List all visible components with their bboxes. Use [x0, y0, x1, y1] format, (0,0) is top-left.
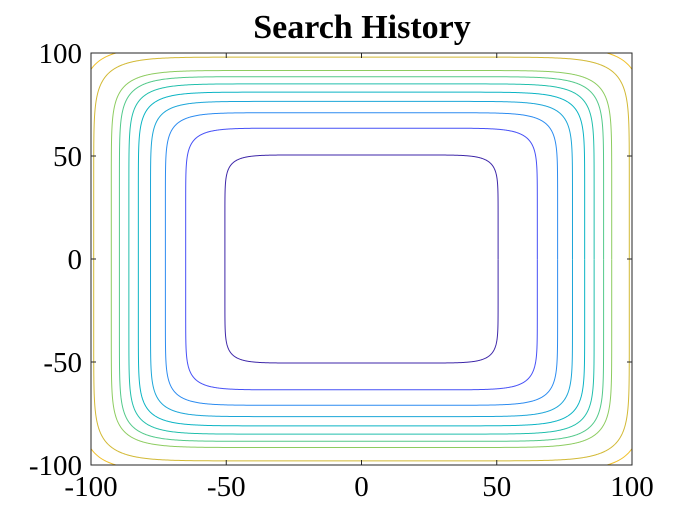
x-tick-label: 50 [482, 471, 511, 503]
contour-level-2 [185, 127, 538, 391]
x-axis: -100 -50 0 50 100 [64, 53, 654, 503]
x-tick-label: -50 [207, 471, 246, 503]
y-tick-label: 50 [53, 141, 82, 173]
x-tick-label: 100 [610, 471, 654, 503]
contour-level-9 [93, 56, 630, 462]
plot-frame [90, 52, 633, 466]
y-tick-label: 0 [68, 244, 83, 276]
y-tick-label: -100 [29, 450, 82, 482]
y-axis: -100 -50 0 50 100 [29, 38, 632, 482]
contour-level-11 [67, 37, 657, 482]
contour-level-4 [150, 100, 573, 418]
x-tick-label: -100 [64, 471, 117, 503]
contour-lines [67, 37, 657, 482]
contour-level-6 [128, 83, 595, 435]
contour-level-5 [137, 91, 586, 427]
contour-level-3 [164, 112, 559, 406]
contour-level-8 [110, 70, 613, 448]
contour-level-1 [224, 154, 499, 364]
y-tick-label: -50 [43, 347, 82, 379]
y-tick-label: 100 [39, 38, 83, 70]
x-tick-label: 0 [354, 471, 369, 503]
contour-level-7 [118, 76, 605, 442]
chart-title: Search History [253, 9, 471, 46]
contour-level-10 [91, 53, 632, 465]
